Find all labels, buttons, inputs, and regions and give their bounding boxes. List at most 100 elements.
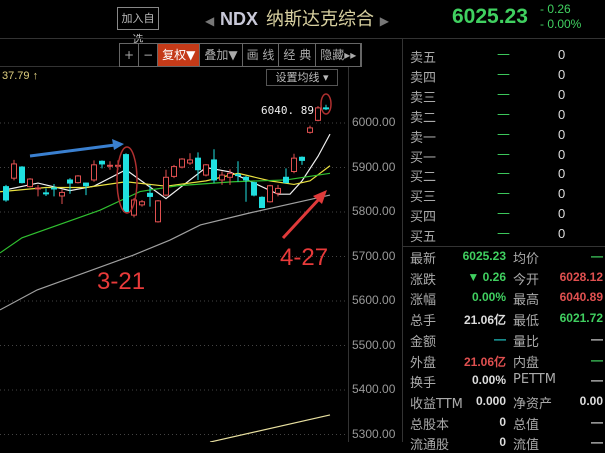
stat-label: 最高 [513,293,540,309]
candle-body [59,191,65,197]
orderbook-price: — [497,47,510,62]
candle-body [123,154,129,213]
orderbook-row: 卖四 — 0 [410,67,570,86]
orderbook-volume: 0 [558,206,566,222]
stat-value: 0.000 [475,393,506,408]
ma-line [0,165,331,193]
add-to-watchlist-button[interactable]: 加入自选 [117,7,159,46]
price-change: - 0.26- 0.00% [540,2,581,32]
stat-label: 最低 [513,314,540,330]
candle-body [75,175,81,184]
panel-divider [402,38,403,442]
orderbook-label: 买四 [410,210,437,226]
candle-body [11,163,17,179]
stat-value: 21.06亿 [463,354,506,369]
candle-body [315,107,321,121]
candle-body [195,157,201,171]
stat-label: 收益TTM [410,396,463,412]
candle-body [51,187,57,190]
orderbook-row: 买四 — 0 [410,206,570,226]
candle-body [275,187,281,194]
axis-tick-label: 5800.00 [352,204,396,218]
stat-value: 0.00 [579,393,603,408]
axis-tick-label: 5300.00 [352,426,396,441]
stat-value: — [591,373,603,388]
toolbar-button-1[interactable]: − [139,44,159,66]
toolbar-button-5[interactable]: 经 典 [279,44,317,66]
toolbar-button-4[interactable]: 画 线 [243,44,280,66]
orderbook-volume: 0 [558,106,566,122]
candle-body [35,187,41,190]
stat-label: 换手 [410,376,437,392]
orderbook-volume: 0 [558,186,566,202]
orderbook-label: 卖三 [410,90,437,106]
stat-label: 外盘 [410,355,437,371]
stat-label: 总手 [410,314,437,330]
candle-body [323,107,329,110]
candle-body [131,199,137,216]
highlight-ellipse [320,93,332,115]
candle-body [139,201,145,206]
toolbar-button-6[interactable]: 隐藏▸▸ [316,44,362,66]
toolbar-button-3[interactable]: 叠加▼ [200,44,243,66]
candle-body [147,192,153,197]
stat-row: 总手 21.06亿 最低 6021.72 [410,310,603,329]
stat-value: — [591,435,603,450]
axis-tick-label: 6000.00 [352,115,396,129]
ma-value: 37.79 ↑ [2,70,39,82]
toolbar-button-2[interactable]: 复权▼ [158,44,201,66]
axis-divider [348,66,349,442]
stat-label: 涨跌 [410,272,437,288]
orderbook-volume: 0 [558,86,566,102]
stat-row: 换手 0.00% PETTM — [410,372,603,391]
stat-value: — [591,414,603,429]
change-value: - 0.26 [540,2,571,16]
annotation-3-21: 3-21 [97,268,146,295]
orderbook-label: 卖一 [410,130,437,146]
ma-line [209,414,331,442]
orderbook-label: 买五 [410,230,437,246]
stat-row: 涨幅 0.00% 最高 6040.89 [410,289,603,308]
stat-value: 6040.89 [559,290,603,305]
candle-body [99,160,105,165]
stat-label: 量比 [513,334,540,350]
triangle-right-icon[interactable]: ▶ [379,14,389,28]
stat-value: 0.00% [471,373,506,388]
stat-value: 6025.23 [462,249,506,263]
ma-settings-dropdown[interactable]: 设置均线 ▾ [266,69,338,86]
axis-tick-label: 5700.00 [352,248,396,263]
candle-body [219,174,225,181]
orderbook-price: — [497,226,510,242]
ma-line [0,194,331,311]
candle-body [267,185,273,203]
chart-toolbar: + − 复权▼ 叠加▼ 画 线经 典隐藏▸▸ [119,43,363,67]
candle-body [291,157,297,173]
triangle-left-icon[interactable]: ◀ [205,14,215,28]
orderbook-label: 卖四 [410,70,437,86]
orderbook-row: 卖一 — 0 [410,126,570,146]
annotation-4-27: 4-27 [280,244,329,271]
axis-tick-label: 5400.00 [352,382,396,396]
orderbook-volume: 0 [558,126,566,142]
stat-label: 总股本 [410,417,450,433]
stat-value: — [591,331,603,346]
candle-body [83,182,89,187]
candle-body [227,172,233,178]
kline-chart[interactable] [0,0,348,442]
axis-tick-label: 5900.00 [352,159,396,174]
orderbook-volume: 0 [558,146,566,162]
orderbook-row: 买一 — 0 [410,146,570,166]
orderbook-price: — [497,146,510,162]
candle-body [67,179,73,184]
stat-row: 最新 6025.23 均价 — [410,248,603,267]
instrument-code: NDX [219,9,258,29]
candle-body [155,200,161,223]
orderbook-row: 买二 — 0 [410,166,570,185]
stat-label: 总值 [513,417,540,433]
high-price-label: 6040. 89 [261,104,314,117]
orderbook-divider [403,246,605,247]
orderbook-price: — [497,206,510,222]
candle-body [307,127,313,133]
toolbar-button-0[interactable]: + [120,44,140,66]
candle-body [283,176,289,184]
